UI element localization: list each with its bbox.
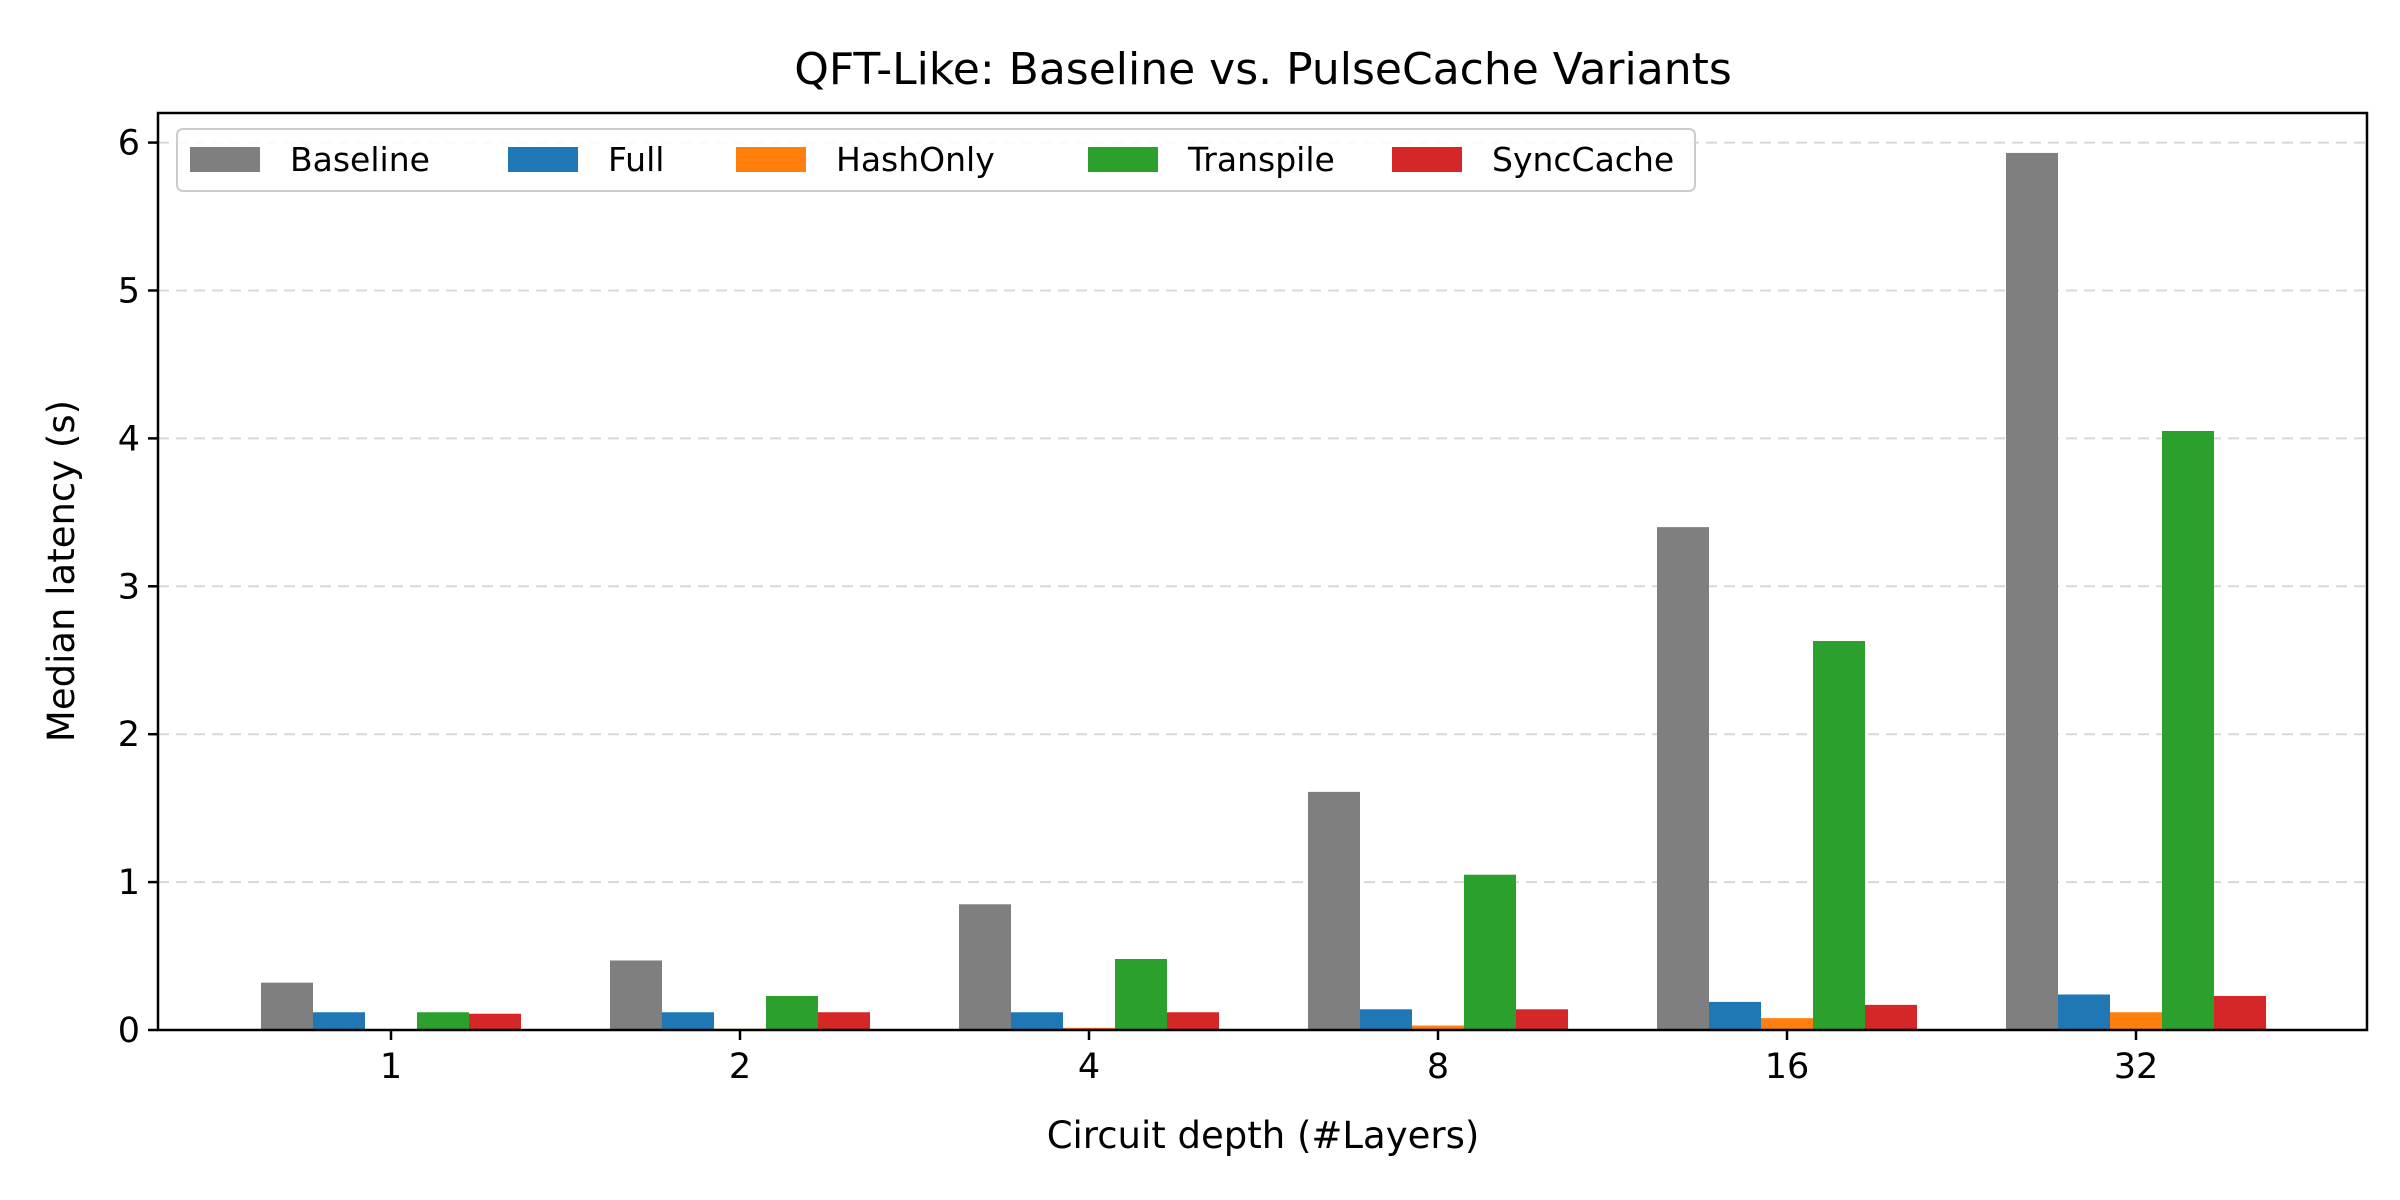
- bar-baseline-2: [610, 960, 662, 1030]
- bar-synccache-32: [2214, 995, 2266, 1030]
- y-axis: 0 1 2 3 4 5 6: [118, 124, 158, 1051]
- bar-full-1: [313, 1012, 365, 1030]
- bar-synccache-2: [818, 1012, 870, 1030]
- bar-synccache-1: [469, 1013, 521, 1030]
- y-tick-label: 4: [118, 419, 140, 459]
- bars: [261, 152, 2266, 1031]
- bar-baseline-16: [1657, 527, 1709, 1030]
- legend-label-full: Full: [608, 140, 664, 179]
- legend-swatch-baseline: [190, 147, 260, 172]
- x-tick-label: 32: [2114, 1047, 2159, 1087]
- y-tick-label: 0: [118, 1011, 140, 1051]
- bar-full-32: [2058, 994, 2110, 1030]
- bar-transpile-1: [417, 1012, 469, 1030]
- legend-box: [176, 128, 1696, 192]
- y-tick-label: 5: [118, 271, 140, 311]
- bar-full-16: [1709, 1001, 1761, 1030]
- y-tick-label: 2: [118, 715, 140, 755]
- chart-title: QFT-Like: Baseline vs. PulseCache Varian…: [794, 44, 1732, 95]
- legend-label-hashonly: HashOnly: [836, 140, 995, 179]
- x-tick-label: 1: [380, 1047, 402, 1087]
- bar-transpile-16: [1813, 641, 1865, 1030]
- legend-swatch-full: [508, 147, 578, 172]
- bar-synccache-8: [1516, 1009, 1568, 1030]
- bar-baseline-8: [1308, 791, 1360, 1030]
- y-tick-label: 1: [118, 863, 140, 903]
- x-tick-label: 8: [1427, 1047, 1449, 1087]
- bar-synccache-4: [1167, 1012, 1219, 1030]
- bar-transpile-4: [1115, 959, 1167, 1030]
- bar-hashonly-8: [1412, 1025, 1464, 1030]
- y-tick-label: 3: [118, 567, 140, 607]
- x-tick-label: 4: [1078, 1047, 1100, 1087]
- y-tick-label: 6: [118, 124, 140, 164]
- bar-baseline-1: [261, 982, 313, 1030]
- bar-synccache-16: [1865, 1004, 1917, 1030]
- legend-label-synccache: SyncCache: [1492, 140, 1674, 179]
- bar-full-4: [1011, 1012, 1063, 1030]
- legend-swatch-transpile: [1088, 147, 1158, 172]
- bar-baseline-4: [959, 904, 1011, 1030]
- legend-label-transpile: Transpile: [1187, 140, 1335, 179]
- legend-swatch-synccache: [1392, 147, 1462, 172]
- bar-full-2: [662, 1012, 714, 1030]
- x-axis: 1 2 4 8 16 32: [380, 1030, 2158, 1087]
- bar-hashonly-16: [1761, 1018, 1813, 1030]
- bar-transpile-8: [1464, 874, 1516, 1030]
- bar-transpile-32: [2162, 430, 2214, 1030]
- y-axis-label: Median latency (s): [40, 400, 83, 742]
- bar-baseline-32: [2006, 152, 2058, 1031]
- x-tick-label: 16: [1765, 1047, 1810, 1087]
- legend-label-baseline: Baseline: [290, 140, 430, 179]
- bar-hashonly-32: [2110, 1012, 2162, 1030]
- legend: Baseline Full HashOnly Transpile SyncCache: [176, 128, 1696, 192]
- legend-swatch-hashonly: [736, 147, 806, 172]
- plot-frame: [156, 111, 2369, 1032]
- bar-full-8: [1360, 1009, 1412, 1030]
- x-axis-label: Circuit depth (#Layers): [1047, 1114, 1480, 1157]
- x-tick-label: 2: [729, 1047, 751, 1087]
- bar-transpile-2: [766, 995, 818, 1030]
